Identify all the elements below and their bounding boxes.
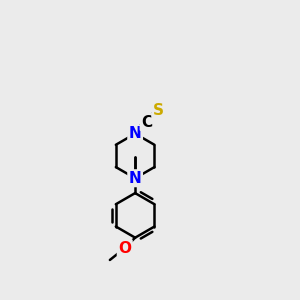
Text: C: C — [141, 115, 152, 130]
Text: S: S — [153, 103, 164, 118]
Text: O: O — [118, 241, 131, 256]
Text: N: N — [129, 171, 142, 186]
Text: N: N — [129, 126, 142, 141]
